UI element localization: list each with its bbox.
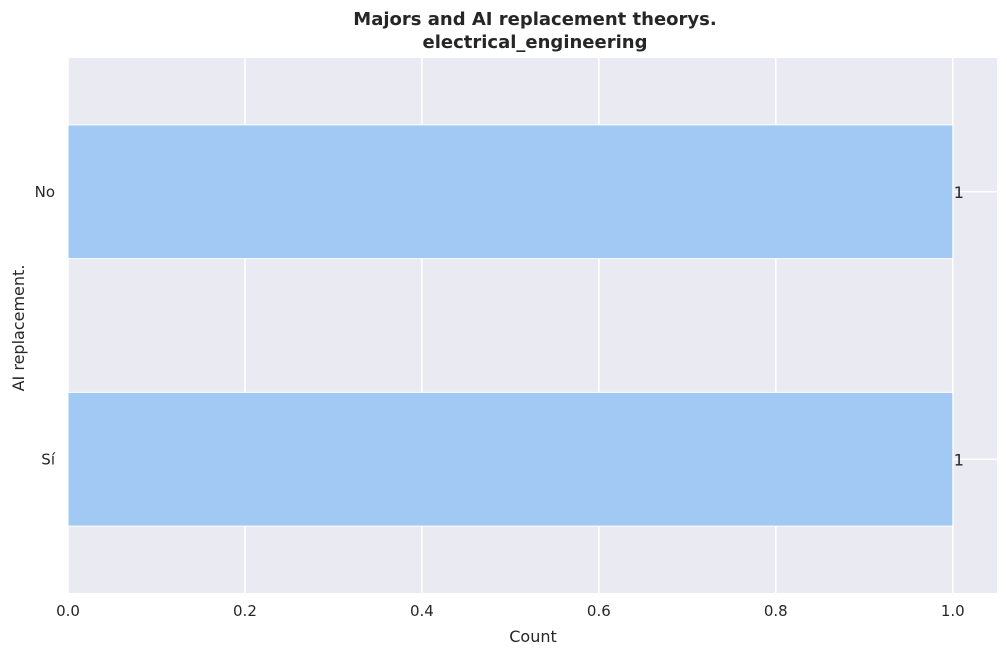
x-tick-label: 0.4 <box>410 602 434 620</box>
x-tick-label: 0.6 <box>587 602 611 620</box>
bar-value-labels: 11 <box>954 183 964 470</box>
chart-title: Majors and AI replacement theorys. <box>353 9 716 30</box>
chart-subtitle: electrical_engineering <box>423 32 648 53</box>
bar <box>67 391 954 527</box>
bars <box>67 124 954 527</box>
x-tick-label: 0.0 <box>56 602 80 620</box>
y-tick-label: No <box>35 183 55 201</box>
y-axis-ticks: No Sí <box>35 183 56 469</box>
bar <box>67 124 954 260</box>
x-tick-label: 0.2 <box>233 602 257 620</box>
bar-value-label: 1 <box>954 450 964 469</box>
x-tick-label: 1.0 <box>941 602 965 620</box>
x-axis-label: Count <box>509 627 557 646</box>
y-tick-label: Sí <box>41 450 56 468</box>
x-tick-label: 0.8 <box>764 602 788 620</box>
x-axis-ticks: 0.0 0.2 0.4 0.6 0.8 1.0 <box>56 602 965 620</box>
y-axis-label: AI replacement. <box>9 265 28 392</box>
bar-value-label: 1 <box>954 183 964 202</box>
